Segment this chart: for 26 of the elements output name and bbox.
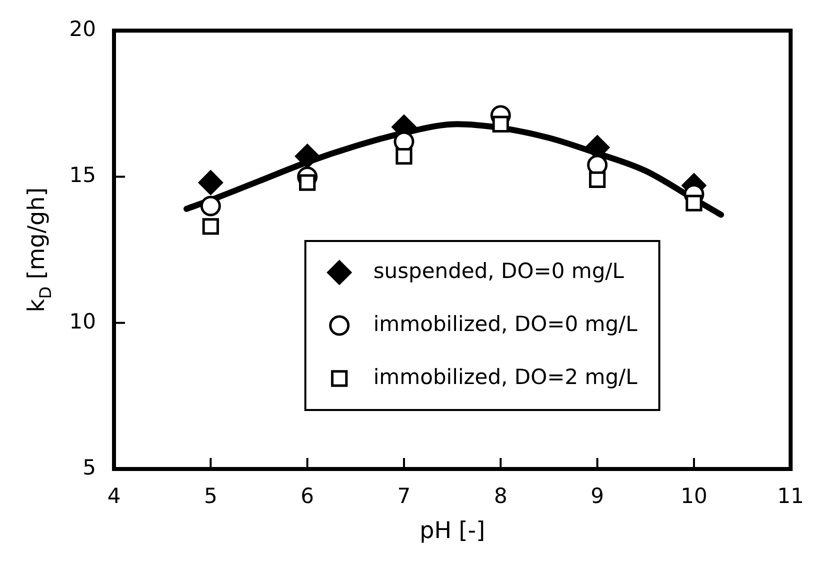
x-tick-label: 4 xyxy=(107,484,121,508)
point xyxy=(396,148,412,165)
legend-label: suspended, DO=0 mg/L xyxy=(373,258,624,283)
x-tick-label: 8 xyxy=(494,484,508,508)
point xyxy=(198,170,223,195)
x-axis-title: pH [-] xyxy=(420,518,486,544)
y-axis-title: kD [mg/gh] xyxy=(24,187,55,312)
x-tick-label: 11 xyxy=(777,484,804,508)
x-tick-label: 9 xyxy=(590,484,604,508)
x-tick-label: 6 xyxy=(300,484,314,508)
point xyxy=(299,174,316,191)
x-tick-label: 5 xyxy=(204,484,218,508)
point xyxy=(295,144,320,169)
legend-label: immobilized, DO=0 mg/L xyxy=(373,312,638,336)
legend-label: immobilized, DO=2 mg/L xyxy=(373,364,638,389)
point xyxy=(200,196,221,216)
y-tick-label: 15 xyxy=(69,163,96,188)
x-tick-label: 7 xyxy=(397,484,411,508)
y-tick-label: 20 xyxy=(69,17,96,42)
point xyxy=(686,194,702,212)
point xyxy=(492,116,509,132)
y-tick-label: 5 xyxy=(82,455,96,480)
point xyxy=(588,171,606,188)
y-tick-label: 10 xyxy=(69,309,96,334)
point xyxy=(202,218,219,235)
x-tick-label: 10 xyxy=(680,484,708,508)
